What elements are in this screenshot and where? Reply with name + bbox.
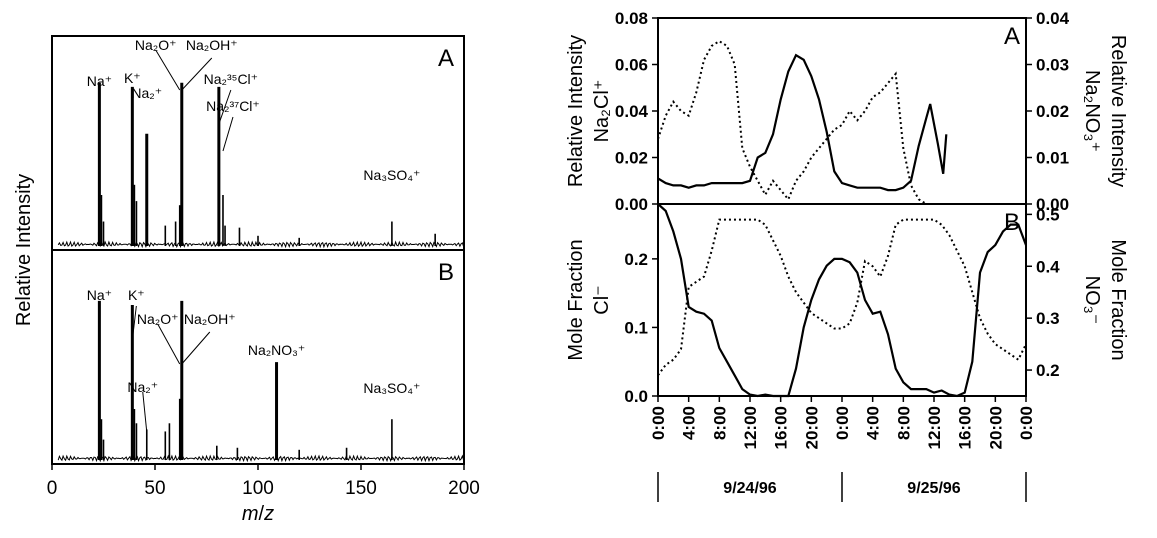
ms-peak-label: K⁺ [124,70,141,86]
ts-y-tick-label-right: 0.02 [1036,102,1069,121]
ts-series-solid [657,53,948,192]
ts-x-tick-label: 20:00 [986,406,1005,449]
ts-y-axis-label-right: Relative Intensity [1107,35,1129,187]
ms-x-tick-label: 200 [448,478,480,499]
ms-x-tick-label: 50 [144,478,165,499]
ms-label-leader [155,49,181,91]
ts-x-tick-label: 0:00 [649,406,668,440]
ts-frame [657,17,1027,397]
ts-y-tick-label-left: 0.04 [615,102,649,121]
ts-y-tick-label-left: 0.0 [624,387,648,406]
ms-label-leader [218,89,232,125]
ts-x-tick-label: 12:00 [741,406,760,449]
ts-panel-letter: A [1004,23,1020,50]
mass-spectra-chart: Na⁺ K⁺Na₂⁺Na₂O⁺ Na₂OH⁺Na₂³⁵Cl⁺Na₂³⁷Cl⁺Na₃S… [13,35,480,525]
ts-x-tick-label: 0:00 [1017,406,1036,440]
ms-label-leader [131,305,137,341]
time-series-chart: 0.000.020.040.060.080.000.010.020.030.04… [565,9,1129,502]
ms-label-leader [181,57,213,91]
ts-y-tick-label-left: 0.1 [624,318,648,337]
ts-y-axis-sublabel-left: Cl⁻ [591,285,613,314]
ts-y-tick-label-right: 0.04 [1036,9,1070,28]
ts-x-tick-label: 8:00 [894,406,913,440]
ts-y-tick-label-right: 0.01 [1036,149,1069,168]
ts-series-dotted [657,218,1027,376]
ts-y-tick-label-right: 0.00 [1036,195,1069,214]
ms-panel-letter: A [438,45,454,72]
ts-series-dotted [657,40,931,205]
ts-y-tick-label-right: 0.4 [1036,257,1060,276]
ts-y-axis-sublabel-right: NO₃⁻ [1081,276,1103,325]
ts-y-tick-label-left: 0.2 [624,250,648,269]
ms-peak-label: Na₃SO₄⁺ [363,167,420,183]
ms-peak-label: Na₂OH⁺ [186,37,238,53]
ms-label-leader [142,391,148,433]
ms-peak-label: Na⁺ [87,287,112,303]
ts-series-solid [657,203,1028,398]
ms-label-leader [157,323,181,365]
ms-y-axis-label: Relative Intensity [13,174,35,326]
ms-peak-label: Na⁺ [87,73,112,89]
ts-x-tick-label: 8:00 [710,406,729,440]
ts-y-tick-label-left: 0.02 [615,149,648,168]
ms-x-tick-label: 100 [242,478,274,499]
ts-y-tick-label-left: 0.06 [615,56,648,75]
ms-peak-label: Na₂³⁵Cl⁺ [204,71,258,87]
ms-label-leader [181,331,211,365]
ts-y-axis-sublabel-right: Na₂NO₃⁺ [1081,70,1103,152]
ms-peak-label: Na₂³⁷Cl⁺ [206,98,260,114]
ms-x-tick-label: 150 [345,478,377,499]
ts-y-axis-label-left: Relative Intensity [565,35,587,187]
ms-x-axis-label: m/z [242,503,274,525]
ms-baseline-noise [57,454,465,463]
ts-y-axis-label-right: Mole Fraction [1107,239,1129,360]
ts-y-tick-label-left: 0.08 [615,9,648,28]
ms-baseline-noise [57,240,465,249]
ts-panel-A: 0.00 0.02 0.04 0.06 0.08 0.00 0.01 0.02 0.03 0.04… [565,9,1129,214]
ts-x-tick-label: 0:00 [833,406,852,440]
ms-label-leader [222,116,234,152]
ms-panel-B: Na⁺ K⁺ Na₂O⁺ Na₂OH⁺ Na₂⁺ Na₂NO₃⁺ Na₃SO₄⁺ B [57,259,465,463]
ts-x-tick-label: 16:00 [956,406,975,449]
ts-y-axis-sublabel-left: Na₂Cl⁺ [591,80,613,143]
ts-y-tick-label-right: 0.5 [1036,205,1060,224]
ms-peak-label: Na₂⁺ [127,379,158,395]
ms-peak-label: Na₃SO₄⁺ [363,380,420,396]
ms-peak-label: Na₂⁺ [131,85,162,101]
ts-y-tick-label-left: 0.00 [615,195,648,214]
ms-peak-label: Na₂NO₃⁺ [248,342,305,358]
ts-y-tick-label-right: 0.03 [1036,56,1069,75]
ms-panel-letter: B [438,259,454,286]
ms-peak-label: Na₂OH⁺ [184,311,236,327]
ms-panel-A: Na⁺ K⁺Na₂⁺ Na₂O⁺ Na₂OH⁺ Na₂³⁵Cl⁺ Na₂³⁷Cl⁺ Na₃S… [57,37,465,249]
ts-x-tick-label: 16:00 [772,406,791,449]
ts-x-tick-label: 4:00 [864,406,883,440]
ms-x-tick-label: 0 [47,478,58,499]
ts-panel-letter: B [1004,209,1020,236]
ts-x-tick-label: 4:00 [680,406,699,440]
ts-date-label: 9/24/96 [723,480,776,497]
ms-peak-label: K⁺ [128,287,145,303]
ts-x-tick-label: 20:00 [802,406,821,449]
ms-peak-label: Na₂O⁺ [135,37,177,53]
ts-y-tick-label-right: 0.2 [1036,361,1060,380]
ts-y-axis-label-left: Mole Fraction [565,239,587,360]
ts-y-tick-label-right: 0.3 [1036,309,1060,328]
ms-peak-label: Na₂O⁺ [137,311,179,327]
ts-x-tick-label: 12:00 [925,406,944,449]
ts-date-label: 9/25/96 [907,480,960,497]
